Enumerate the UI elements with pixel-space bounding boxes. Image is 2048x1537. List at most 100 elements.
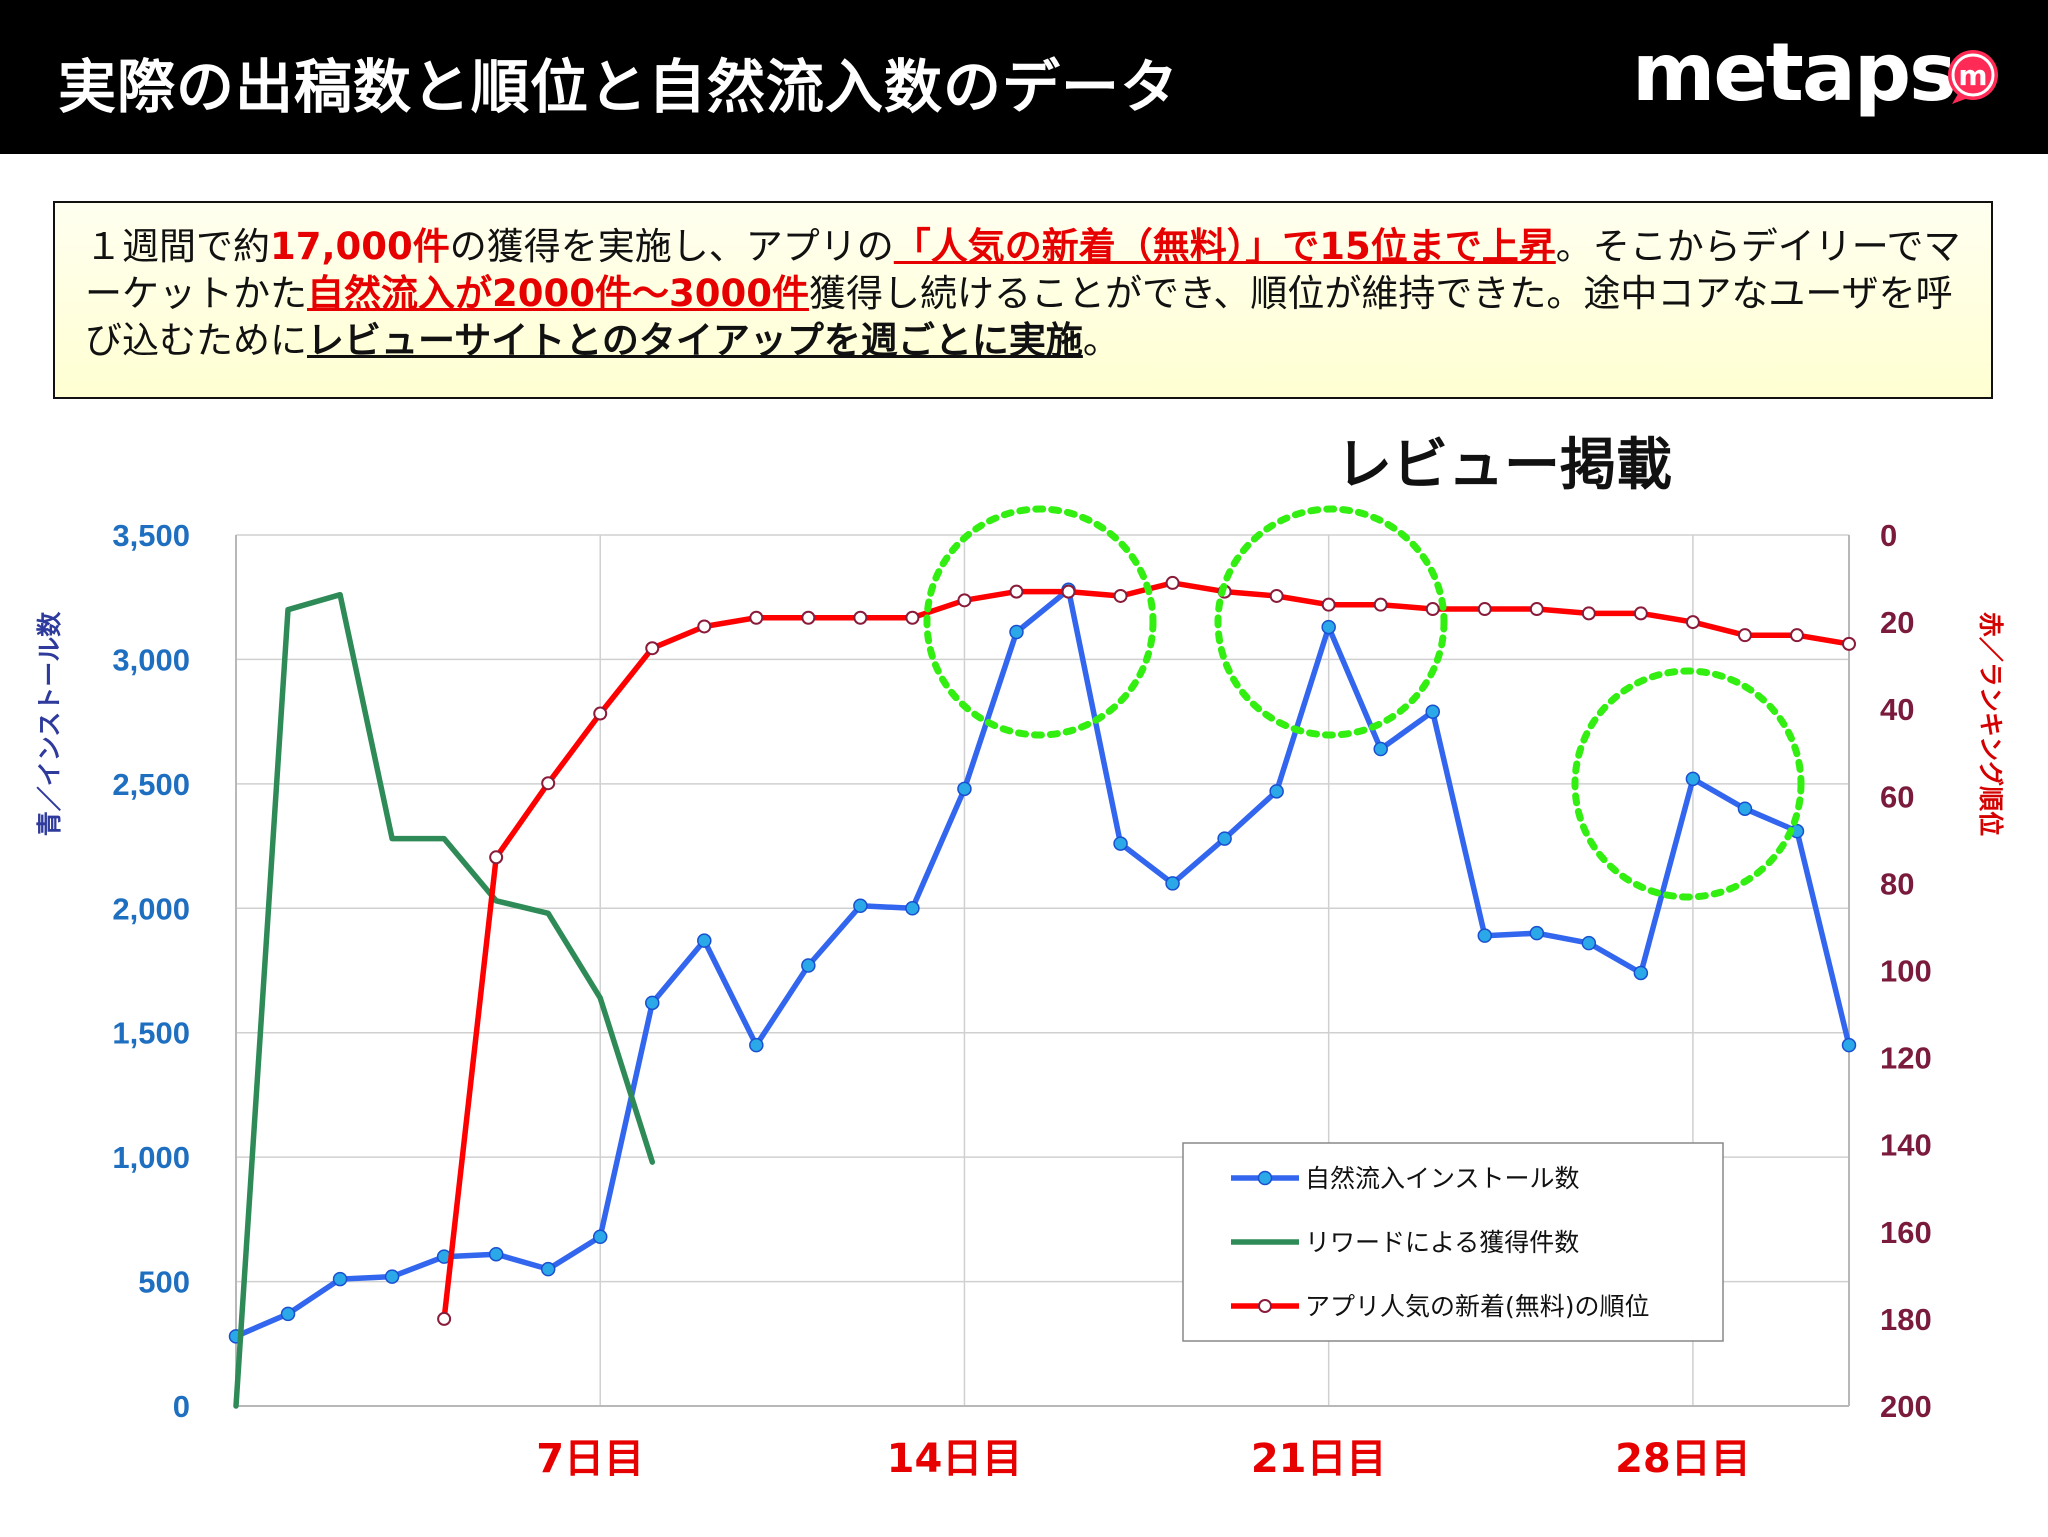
data-point-installs	[332, 1271, 348, 1287]
y-right-tick-label: 180	[1880, 1302, 1932, 1337]
y-right-tick-label: 0	[1880, 518, 1897, 553]
series-line-installs	[233, 586, 1852, 1340]
data-point-ranking	[749, 610, 764, 625]
review-highlight-circle	[1214, 505, 1448, 739]
summary-segment: 。そこからデイリーでマーケットかた	[85, 225, 1961, 315]
data-point-ranking	[957, 593, 972, 608]
y-right-tick-label: 20	[1880, 605, 1914, 640]
data-point-installs	[1269, 784, 1284, 799]
x-tick-label: 28日目	[1615, 1436, 1751, 1482]
chart-panel	[53, 418, 1998, 1537]
data-point-ranking	[1165, 575, 1180, 590]
data-point-installs	[1685, 771, 1701, 787]
data-point-ranking	[489, 850, 504, 865]
data-point-ranking	[437, 1311, 452, 1326]
data-point-installs	[540, 1261, 556, 1277]
data-point-ranking	[697, 619, 712, 634]
data-point-installs	[1425, 704, 1440, 719]
data-point-ranking	[853, 610, 868, 625]
data-point-installs	[853, 898, 868, 914]
data-point-ranking	[905, 610, 920, 625]
data-point-ranking	[1425, 602, 1440, 617]
data-point-ranking	[645, 641, 660, 656]
data-point-installs	[1581, 935, 1597, 951]
y-right-tick-label: 140	[1880, 1128, 1932, 1163]
y-left-tick-label: 0	[173, 1389, 190, 1424]
data-point-ranking	[1789, 628, 1804, 643]
data-point-installs	[1373, 741, 1388, 757]
y-right-tick-label: 100	[1880, 954, 1932, 989]
data-point-installs	[1113, 836, 1128, 851]
y-left-tick-label: 3,000	[112, 642, 190, 677]
data-point-ranking	[1685, 615, 1700, 630]
review-annotation-title: レビュー掲載	[1336, 433, 1672, 498]
summary-segment: 獲得し続けることができ、順位が維持できた。途中コアなユーザを呼び込むために	[85, 272, 1953, 362]
page-title: 実際の出稿数と順位と自然流入数のデータ	[58, 53, 1180, 121]
y-right-tick-label: 120	[1880, 1041, 1932, 1076]
brand-name: metaps	[1632, 26, 1957, 119]
series-line-reward	[233, 591, 656, 1409]
data-point-ranking	[1529, 602, 1544, 617]
legend-label-reward: リワードによる獲得件数	[1305, 1228, 1579, 1257]
legend-marker-ranking	[1258, 1299, 1272, 1313]
legend-marker-installs	[1257, 1170, 1273, 1186]
y-left-tick-label: 3,500	[112, 518, 190, 553]
data-point-ranking	[1321, 597, 1336, 612]
data-point-installs	[1321, 619, 1336, 635]
title-bar: 実際の出稿数と順位と自然流入数のデータ metaps m	[0, 0, 2048, 154]
brand-mark-letter: m	[1958, 59, 1987, 92]
y-left-tick-label: 2,000	[112, 891, 190, 926]
summary-segment: レビューサイトとのタイアップを週ごとに実施	[307, 319, 1083, 362]
data-point-ranking	[1842, 636, 1856, 651]
summary-box: １週間で約17,000件の獲得を実施し、アプリの「人気の新着（無料）」で15位ま…	[53, 201, 1993, 399]
speech-bubble-logo-icon: m	[1948, 50, 1998, 104]
y-left-tick-label: 1,000	[112, 1140, 190, 1175]
review-highlight-circle	[923, 505, 1157, 739]
y-right-tick-label: 40	[1880, 692, 1914, 727]
y-left-tick-label: 500	[138, 1265, 190, 1300]
data-point-installs	[697, 933, 712, 948]
data-point-ranking	[1373, 597, 1388, 612]
data-point-ranking	[1633, 606, 1648, 621]
summary-segment: １週間で約	[85, 225, 270, 268]
data-point-ranking	[1009, 584, 1024, 599]
data-point-ranking	[1581, 606, 1596, 621]
data-point-installs	[280, 1306, 296, 1322]
data-point-installs	[749, 1037, 764, 1053]
summary-text: １週間で約17,000件の獲得を実施し、アプリの「人気の新着（無料）」で15位ま…	[85, 223, 1975, 364]
y-right-axis-title: 赤／ランキング順位	[1976, 612, 2005, 836]
data-point-ranking	[1113, 588, 1128, 603]
legend-label-installs: 自然流入インストール数	[1305, 1164, 1580, 1193]
data-point-installs	[1477, 928, 1493, 943]
data-point-installs	[488, 1246, 504, 1262]
summary-segment: の獲得を実施し、アプリの	[449, 225, 894, 268]
y-right-tick-label: 160	[1880, 1215, 1932, 1250]
y-left-tick-label: 1,500	[112, 1016, 190, 1051]
x-tick-label: 7日目	[536, 1436, 644, 1482]
data-point-installs	[801, 958, 816, 973]
data-point-ranking	[801, 610, 816, 625]
data-point-ranking	[1477, 602, 1492, 617]
summary-segment: 。	[1082, 319, 1120, 362]
data-point-ranking	[1269, 588, 1284, 603]
summary-segment: 自然流入が2000件〜3000件	[307, 272, 809, 315]
summary-segment: 17,000件	[270, 225, 450, 268]
y-right-tick-label: 80	[1880, 866, 1914, 901]
data-point-installs	[1737, 801, 1753, 816]
data-point-installs	[1529, 925, 1545, 941]
data-point-installs	[1217, 831, 1232, 846]
y-right-tick-label: 200	[1880, 1389, 1932, 1424]
data-point-installs	[905, 901, 920, 916]
legend-label-ranking: アプリ人気の新着(無料)の順位	[1305, 1292, 1650, 1321]
x-tick-label: 14日目	[887, 1436, 1023, 1482]
x-tick-label: 21日目	[1251, 1436, 1387, 1482]
data-point-installs	[645, 995, 660, 1011]
y-right-tick-label: 60	[1880, 779, 1914, 814]
review-highlight-circle	[1571, 667, 1805, 901]
data-point-ranking	[1061, 584, 1076, 599]
brand-logo: metaps m	[1632, 26, 2022, 126]
summary-segment: 「人気の新着（無料）」で15位まで上昇	[893, 225, 1556, 268]
data-point-ranking	[541, 776, 556, 791]
data-point-installs	[1633, 965, 1649, 981]
